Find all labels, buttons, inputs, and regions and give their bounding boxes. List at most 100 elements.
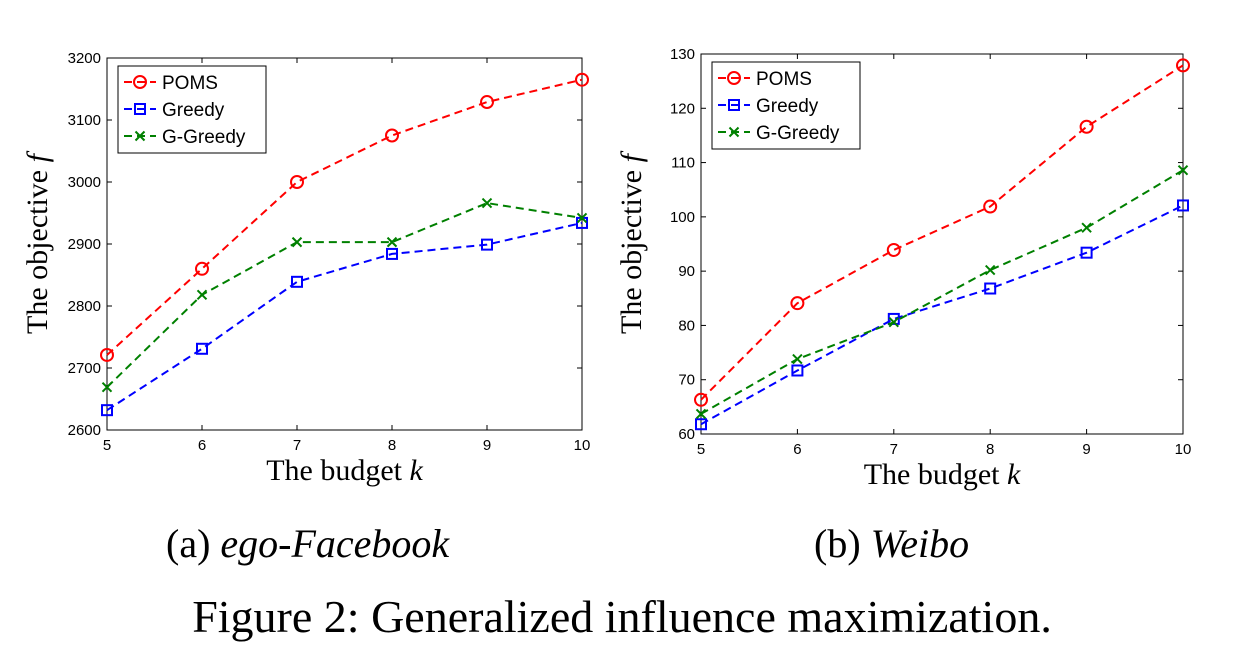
data-point-g-greedy: [386, 236, 398, 248]
series-line-greedy: [106, 221, 583, 411]
y-tick-label: 2600: [68, 422, 101, 439]
x-axis-variable: k: [1007, 458, 1021, 491]
figure-caption: Figure 2: Generalized influence maximiza…: [192, 591, 1052, 642]
y-tick-label: 3100: [68, 112, 101, 129]
legend-label-g-greedy: G-Greedy: [162, 127, 246, 148]
series-line-poms: [700, 64, 1184, 401]
subcaption-dataset: Weibo: [870, 521, 970, 566]
subcaption-prefix: (b): [814, 521, 861, 566]
y-axis-label: The objective f: [615, 150, 648, 334]
x-tick-label: 8: [986, 441, 994, 458]
data-point-poms: [290, 175, 304, 189]
data-point-greedy: [291, 275, 303, 288]
x-axis-variable: k: [409, 454, 423, 487]
x-tick-label: 10: [1175, 441, 1192, 458]
legend-label-greedy: Greedy: [162, 100, 225, 121]
series-line-g-greedy: [106, 202, 583, 388]
data-point-poms: [886, 242, 901, 257]
subcaption-prefix: (a): [166, 521, 211, 566]
y-tick-label: 3200: [68, 50, 101, 67]
y-tick-label: 2900: [68, 236, 101, 253]
data-point-greedy: [386, 247, 398, 260]
x-tick-label: 10: [574, 437, 591, 454]
legend-label-greedy: Greedy: [756, 96, 819, 117]
x-tick-label: 5: [697, 441, 705, 458]
data-point-greedy: [791, 364, 804, 377]
y-tick-label: 70: [678, 372, 695, 389]
y-tick-label: 80: [678, 317, 695, 334]
data-point-g-greedy: [888, 316, 900, 328]
data-point-poms: [100, 347, 114, 362]
legend: POMS Greedy G-Greedy: [711, 61, 861, 150]
data-point-greedy: [1080, 246, 1093, 259]
y-axis-variable: f: [21, 150, 54, 162]
y-tick-label: 3000: [68, 174, 101, 191]
y-tick-label: 110: [671, 155, 695, 172]
data-point-g-greedy: [792, 353, 803, 365]
series-line-poms: [106, 78, 583, 356]
x-tick-label: 9: [483, 437, 491, 454]
data-point-greedy: [101, 404, 113, 417]
data-point-greedy: [695, 418, 707, 431]
data-point-greedy: [196, 342, 208, 355]
legend-marker-g-greedy: [134, 130, 146, 142]
chart-weibo: 5 6 7 8 9 10 60 70 80 90 100 110 120 130 The budget k T…: [615, 46, 1192, 491]
chart-ego-facebook: 5 6 7 8 9 10 2600 2700 2800 2900 3000 3100 3200 The b…: [21, 50, 591, 487]
legend: POMS Greedy G-Greedy: [117, 65, 267, 154]
subcaption-weibo: (b) Weibo: [814, 520, 969, 567]
panel-weibo: 5 6 7 8 9 10 60 70 80 90 100 110 120 130 The budget k T…: [610, 0, 1232, 580]
data-point-poms: [983, 199, 998, 214]
data-point-g-greedy: [101, 382, 113, 393]
x-axis-label: The budget k: [266, 454, 423, 487]
legend-marker-greedy: [134, 103, 146, 115]
data-point-g-greedy: [1177, 164, 1189, 176]
series-line-greedy: [700, 204, 1184, 426]
data-point-g-greedy: [291, 236, 303, 248]
y-axis-label: The objective f: [21, 150, 54, 334]
x-tick-label: 7: [890, 441, 898, 458]
data-point-g-greedy: [481, 197, 493, 209]
legend-marker-g-greedy: [728, 126, 740, 138]
legend-marker-greedy: [728, 99, 740, 111]
data-point-g-greedy: [576, 212, 588, 224]
data-point-poms: [1176, 58, 1190, 73]
data-point-greedy: [984, 282, 997, 295]
data-point-poms: [385, 128, 399, 143]
y-tick-label: 120: [670, 100, 695, 117]
y-tick-label: 2700: [68, 360, 101, 377]
y-tick-label: 2800: [68, 298, 101, 315]
y-tick-label: 130: [670, 46, 695, 63]
x-tick-label: 6: [793, 441, 801, 458]
data-point-poms: [480, 95, 494, 110]
x-tick-label: 7: [293, 437, 301, 454]
data-point-greedy: [1177, 199, 1189, 212]
legend-marker-poms: [727, 71, 741, 85]
subcaption-dataset: ego-Facebook: [220, 521, 450, 566]
panel-ego-facebook: 5 6 7 8 9 10 2600 2700 2800 2900 3000 3100 3200 The b…: [0, 0, 622, 580]
plot-area: [700, 53, 1184, 435]
data-point-poms: [575, 72, 589, 87]
data-point-greedy: [481, 238, 493, 251]
legend-label-poms: POMS: [756, 69, 812, 90]
legend-label-poms: POMS: [162, 73, 218, 94]
data-point-poms: [790, 296, 805, 311]
data-point-greedy: [887, 312, 900, 325]
x-tick-label: 5: [103, 437, 111, 454]
subcaption-ego-facebook: (a) ego-Facebook: [166, 520, 449, 567]
x-tick-label: 9: [1082, 441, 1090, 458]
data-point-g-greedy: [695, 408, 707, 420]
x-tick-label: 6: [198, 437, 206, 454]
data-point-poms: [694, 392, 708, 407]
series-line-g-greedy: [700, 169, 1184, 415]
data-point-poms: [1079, 119, 1094, 134]
legend-marker-poms: [133, 75, 147, 89]
legend-label-g-greedy: G-Greedy: [756, 123, 840, 144]
x-tick-label: 8: [388, 437, 396, 454]
data-point-g-greedy: [984, 264, 996, 276]
data-point-g-greedy: [196, 289, 208, 301]
y-tick-label: 90: [678, 263, 695, 280]
y-axis-variable: f: [615, 150, 648, 162]
data-point-g-greedy: [1081, 222, 1092, 233]
data-point-poms: [195, 261, 209, 276]
